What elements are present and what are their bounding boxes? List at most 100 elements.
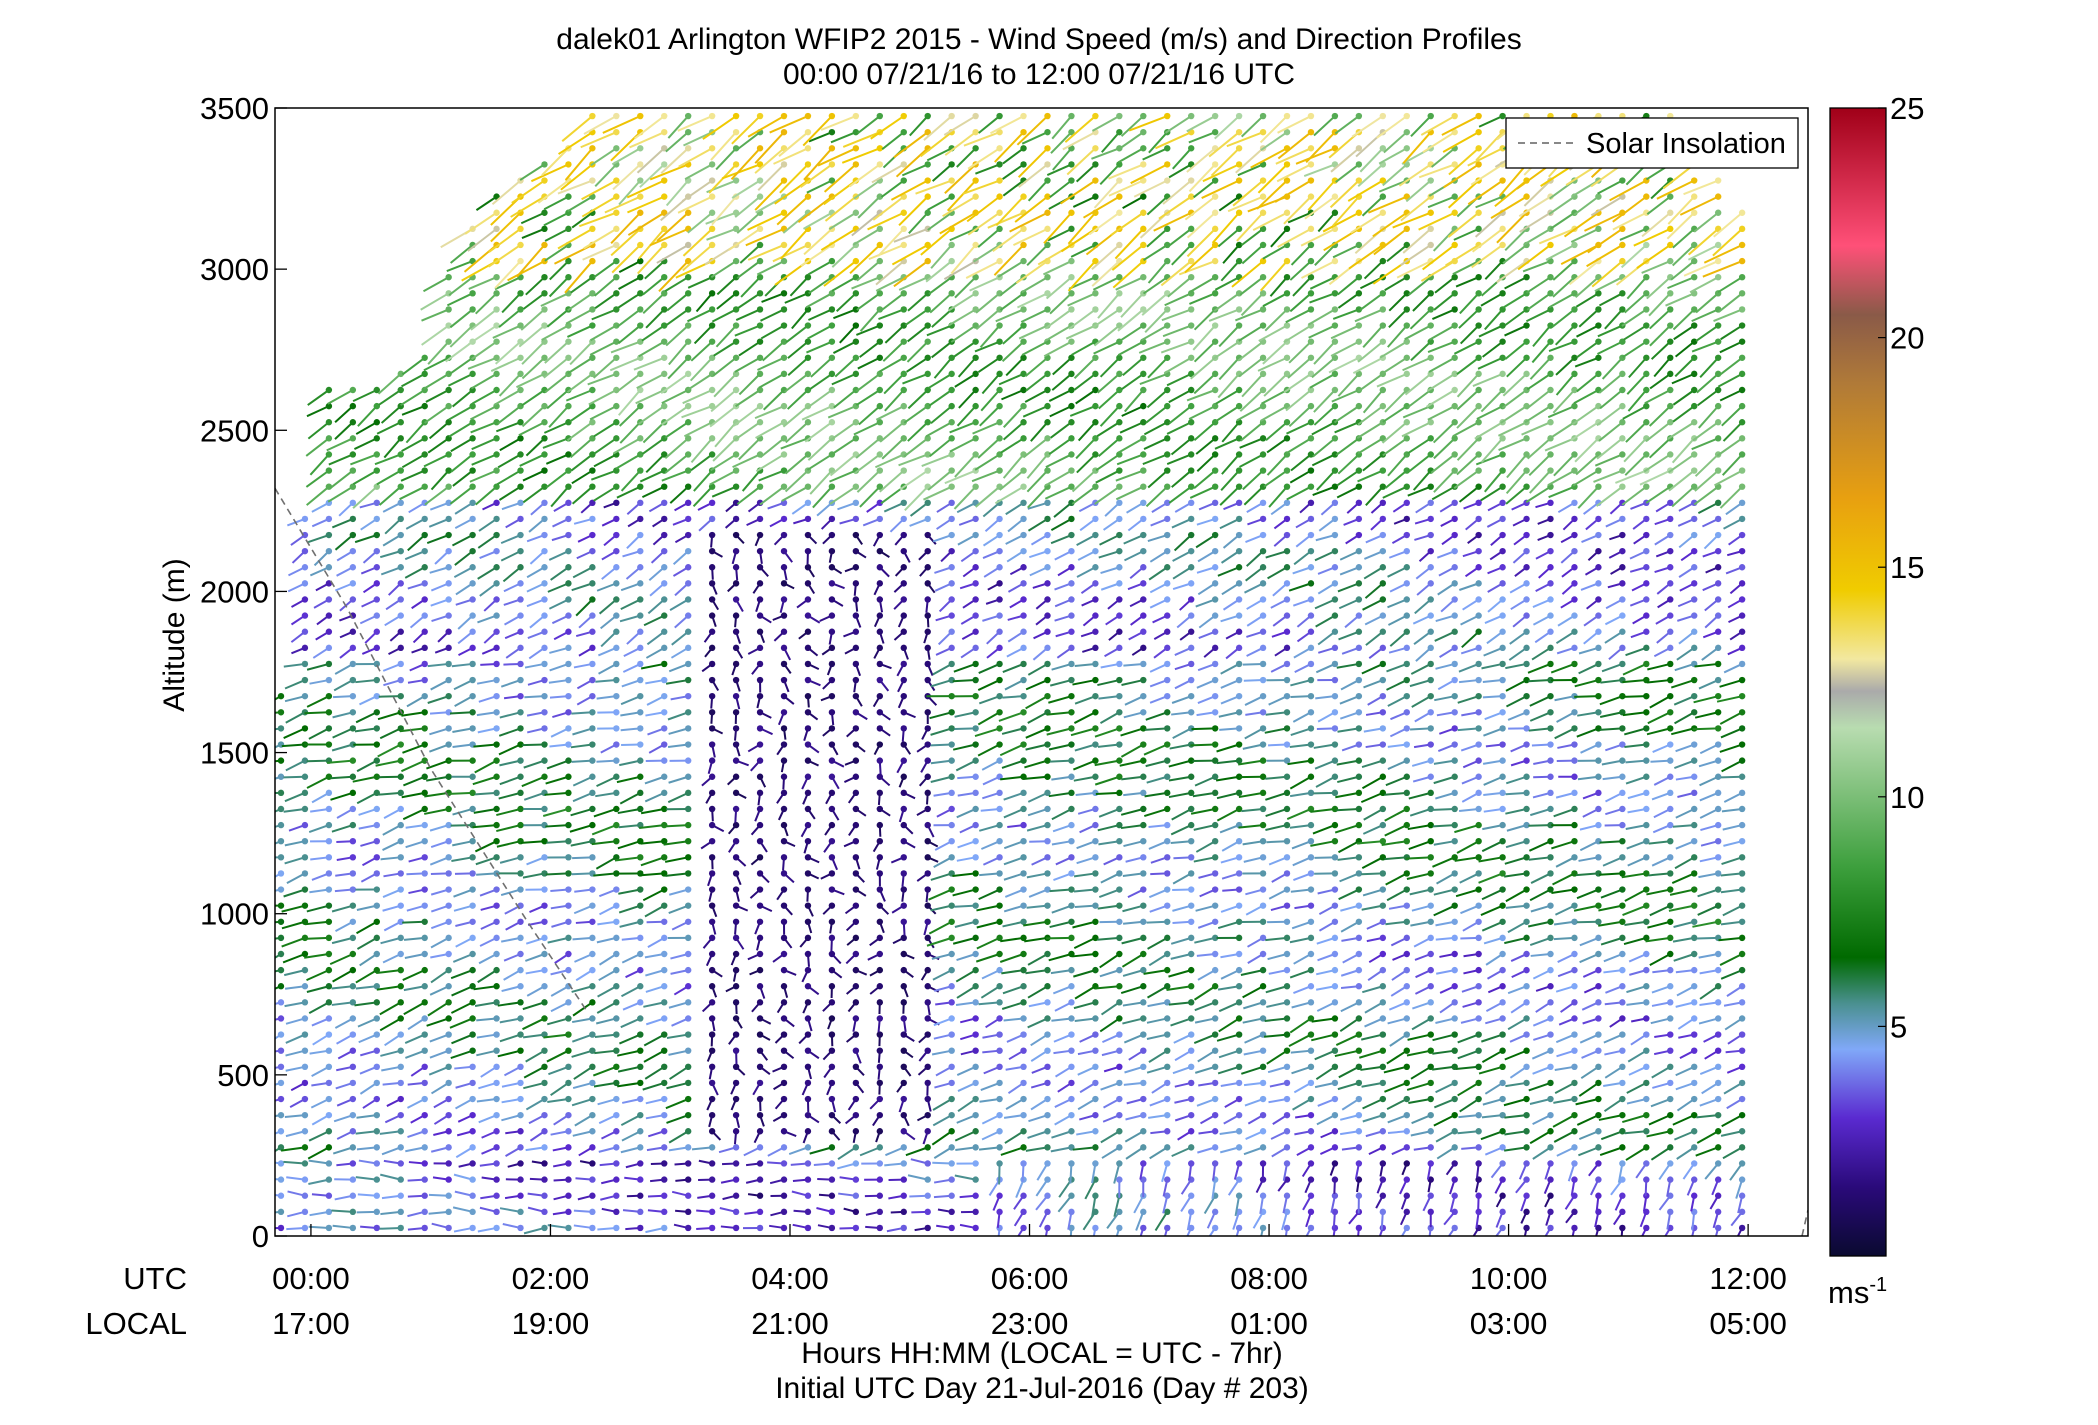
wind-barb-dot xyxy=(1020,193,1026,199)
wind-barb-dot xyxy=(1092,145,1098,151)
wind-barb-dot xyxy=(517,1160,523,1166)
wind-barb-shaft xyxy=(1075,745,1096,751)
wind-barb-dot xyxy=(589,919,595,925)
wind-barb-shaft xyxy=(665,857,688,862)
wind-barb-dot xyxy=(493,1128,499,1134)
wind-barb-dot xyxy=(374,1112,380,1118)
wind-barb-shaft xyxy=(475,841,496,851)
wind-barb-dot xyxy=(493,548,499,554)
wind-barb-dot xyxy=(637,709,643,715)
wind-barb-dot xyxy=(398,516,404,522)
wind-barb-dot xyxy=(1092,1064,1098,1070)
wind-barb-shaft xyxy=(1143,454,1167,464)
wind-barb-dot xyxy=(805,1015,811,1021)
wind-barb-dot xyxy=(469,645,475,651)
wind-barb-dot xyxy=(302,580,308,586)
wind-barb-dot xyxy=(1020,677,1026,683)
wind-barb-dot xyxy=(853,661,859,667)
wind-barb-shaft xyxy=(977,938,1000,949)
wind-barb-dot xyxy=(853,1144,859,1150)
wind-barb-dot xyxy=(541,774,547,780)
wind-barb-dot xyxy=(589,306,595,312)
wind-barb-dot xyxy=(853,967,859,973)
wind-barb-dot xyxy=(829,1064,835,1070)
wind-barb-shaft xyxy=(500,1035,521,1042)
wind-barb-dot xyxy=(278,1193,284,1199)
wind-barb-dot xyxy=(781,919,787,925)
wind-barb-shaft xyxy=(928,374,951,388)
wind-barb-dot xyxy=(996,435,1002,441)
wind-barb-dot xyxy=(541,1064,547,1070)
wind-barb-dot xyxy=(637,677,643,683)
wind-barb-dot xyxy=(469,1209,475,1215)
wind-barb-dot xyxy=(972,612,978,618)
wind-barb-dot xyxy=(589,355,595,361)
wind-barb-dot xyxy=(829,1015,835,1021)
wind-barb-dot xyxy=(565,1112,571,1118)
wind-barb-dot xyxy=(996,1160,1002,1166)
wind-barb-dot xyxy=(1020,435,1026,441)
wind-barb-dot xyxy=(1164,258,1170,264)
wind-barb-dot xyxy=(1116,371,1122,377)
wind-barb-shaft xyxy=(401,390,425,405)
wind-barb-dot xyxy=(302,951,308,957)
wind-barb-dot xyxy=(350,983,356,989)
wind-barb-dot xyxy=(829,161,835,167)
wind-barb-dot xyxy=(1044,806,1050,812)
wind-barb-dot xyxy=(925,1144,931,1150)
wind-barb-shaft xyxy=(713,358,736,376)
wind-barb-dot xyxy=(972,419,978,425)
wind-barb-dot xyxy=(1140,838,1146,844)
wind-barb-dot xyxy=(1068,274,1074,280)
wind-barb-dot xyxy=(901,1209,907,1215)
wind-barb-dot xyxy=(565,467,571,473)
wind-barb-dot xyxy=(685,1144,691,1150)
wind-barb-shaft xyxy=(594,422,617,436)
wind-barb-shaft xyxy=(328,487,353,502)
wind-barb-shaft xyxy=(619,906,640,913)
wind-barb-dot xyxy=(541,1209,547,1215)
wind-barb-shaft xyxy=(1053,148,1072,170)
wind-barb-dot xyxy=(925,258,931,264)
wind-barb-shaft xyxy=(954,664,976,672)
wind-barb-dot xyxy=(661,548,667,554)
wind-barb-dot xyxy=(972,516,978,522)
wind-barb-dot xyxy=(637,1144,643,1150)
wind-barb-dot xyxy=(972,693,978,699)
wind-barb-dot xyxy=(661,1209,667,1215)
wind-barb-dot xyxy=(829,258,835,264)
wind-barb-dot xyxy=(661,580,667,586)
wind-barb-shaft xyxy=(545,229,568,241)
wind-barb-dot xyxy=(805,645,811,651)
wind-barb-dot xyxy=(948,1193,954,1199)
wind-barb-dot xyxy=(685,322,691,328)
wind-barb-shaft xyxy=(282,745,305,747)
wind-barb-dot xyxy=(972,935,978,941)
wind-barb-dot xyxy=(613,113,619,119)
wind-barb-dot xyxy=(302,1209,308,1215)
wind-barb-dot xyxy=(685,596,691,602)
wind-barb-dot xyxy=(398,467,404,473)
wind-barb-dot xyxy=(374,935,380,941)
wind-barb-dot xyxy=(901,371,907,377)
wind-barb-shaft xyxy=(1026,1147,1048,1150)
wind-barb-shaft xyxy=(1074,938,1095,948)
wind-barb-dot xyxy=(1068,886,1074,892)
wind-barb-dot xyxy=(925,193,931,199)
wind-barb-shaft xyxy=(499,761,520,766)
wind-barb-dot xyxy=(1116,177,1122,183)
wind-barb-shaft xyxy=(1148,471,1167,488)
wind-barb-shaft xyxy=(521,841,544,843)
wind-barb-dot xyxy=(733,677,739,683)
wind-barb-dot xyxy=(709,516,715,522)
wind-barb-dot xyxy=(613,1176,619,1182)
wind-barb-dot xyxy=(972,870,978,876)
chart-subtitle: 00:00 07/21/16 to 12:00 07/21/16 UTC xyxy=(783,58,1295,91)
wind-barb-dot xyxy=(278,919,284,925)
wind-barb-dot xyxy=(637,322,643,328)
wind-barb-dot xyxy=(757,145,763,151)
wind-barb-dot xyxy=(661,757,667,763)
wind-barb-shaft xyxy=(451,438,473,451)
wind-barb-dot xyxy=(853,1225,859,1231)
wind-barb-dot xyxy=(1140,886,1146,892)
